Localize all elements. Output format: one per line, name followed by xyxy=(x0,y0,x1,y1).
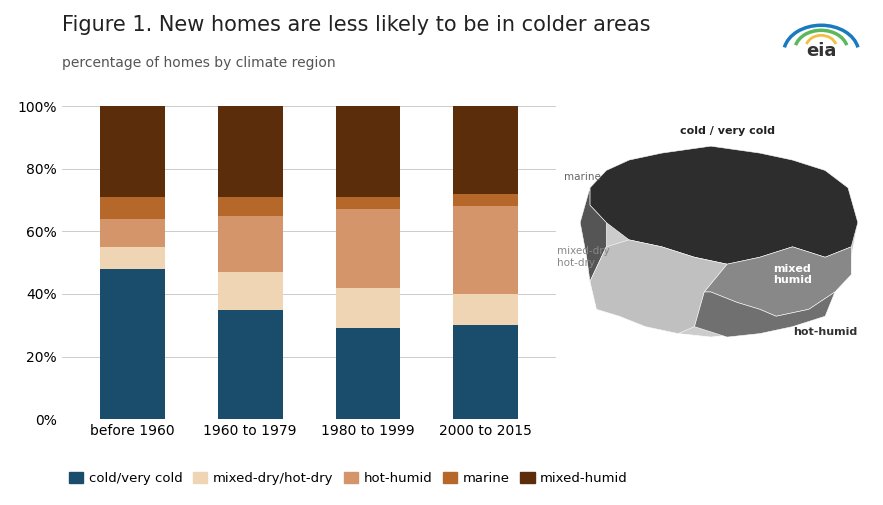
Text: mixed-dry
hot-dry: mixed-dry hot-dry xyxy=(557,246,610,269)
Text: eia: eia xyxy=(806,41,836,60)
Bar xyxy=(336,288,400,328)
Bar xyxy=(218,197,283,216)
Polygon shape xyxy=(590,146,858,264)
Bar xyxy=(336,210,400,288)
Bar xyxy=(218,272,283,310)
Text: cold / very cold: cold / very cold xyxy=(680,126,774,136)
Polygon shape xyxy=(695,292,835,337)
Text: percentage of homes by climate region: percentage of homes by climate region xyxy=(62,56,336,70)
Bar xyxy=(453,294,518,325)
Polygon shape xyxy=(590,240,728,334)
Bar xyxy=(218,216,283,272)
Bar xyxy=(100,269,165,419)
Bar xyxy=(100,197,165,219)
Polygon shape xyxy=(580,188,607,282)
Bar xyxy=(453,325,518,419)
Bar xyxy=(336,106,400,197)
Bar xyxy=(453,194,518,206)
Text: hot-humid: hot-humid xyxy=(793,327,857,337)
Text: Figure 1. New homes are less likely to be in colder areas: Figure 1. New homes are less likely to b… xyxy=(62,15,650,35)
Bar xyxy=(453,106,518,194)
Text: mixed
humid: mixed humid xyxy=(773,264,812,285)
Legend: cold/very cold, mixed-dry/hot-dry, hot-humid, marine, mixed-humid: cold/very cold, mixed-dry/hot-dry, hot-h… xyxy=(64,467,633,490)
Bar xyxy=(100,247,165,269)
Polygon shape xyxy=(705,247,851,316)
Bar xyxy=(100,219,165,247)
Polygon shape xyxy=(580,146,858,337)
Bar xyxy=(218,310,283,419)
Bar xyxy=(453,206,518,294)
Bar xyxy=(336,197,400,210)
Bar xyxy=(218,106,283,197)
Bar xyxy=(100,106,165,197)
Text: marine: marine xyxy=(564,172,600,182)
Bar xyxy=(336,328,400,419)
